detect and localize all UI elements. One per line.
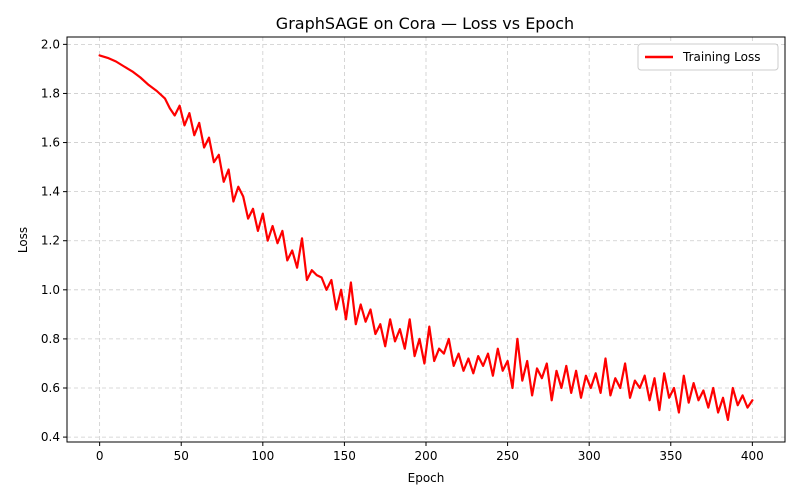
- x-tick-label: 400: [741, 449, 764, 463]
- legend-box: [637, 43, 779, 71]
- x-tick-label: 250: [496, 449, 519, 463]
- x-axis-label: Epoch: [408, 471, 445, 485]
- x-tick-label: 200: [415, 449, 438, 463]
- x-tick-label: 0: [96, 449, 104, 463]
- y-tick-label: 1.2: [41, 234, 60, 248]
- legend: Training Loss: [637, 43, 779, 71]
- y-tick-label: 1.4: [41, 185, 60, 199]
- x-axis-ticks: 0 50 100 150 200 250 300 350 400: [96, 442, 764, 463]
- y-axis-label: Loss: [16, 227, 30, 253]
- legend-label-training-loss: Training Loss: [682, 50, 760, 64]
- grid-lines: [67, 37, 785, 442]
- chart-title: GraphSAGE on Cora — Loss vs Epoch: [276, 14, 574, 33]
- x-tick-label: 300: [578, 449, 601, 463]
- y-tick-label: 1.8: [41, 86, 60, 100]
- series-layer: [98, 54, 754, 421]
- x-tick-label: 50: [174, 449, 189, 463]
- y-tick-label: 0.6: [41, 381, 60, 395]
- y-axis-ticks: 0.4 0.6 0.8 1.0 1.2 1.4 1.6 1.8 2.0: [41, 37, 67, 444]
- x-tick-label: 350: [659, 449, 682, 463]
- y-tick-label: 0.8: [41, 332, 60, 346]
- x-tick-label: 100: [251, 449, 274, 463]
- series-line-training-loss: [98, 54, 754, 421]
- x-tick-label: 150: [333, 449, 356, 463]
- y-tick-label: 2.0: [41, 37, 60, 51]
- y-tick-label: 1.6: [41, 136, 60, 150]
- y-tick-label: 0.4: [41, 430, 60, 444]
- y-tick-label: 1.0: [41, 283, 60, 297]
